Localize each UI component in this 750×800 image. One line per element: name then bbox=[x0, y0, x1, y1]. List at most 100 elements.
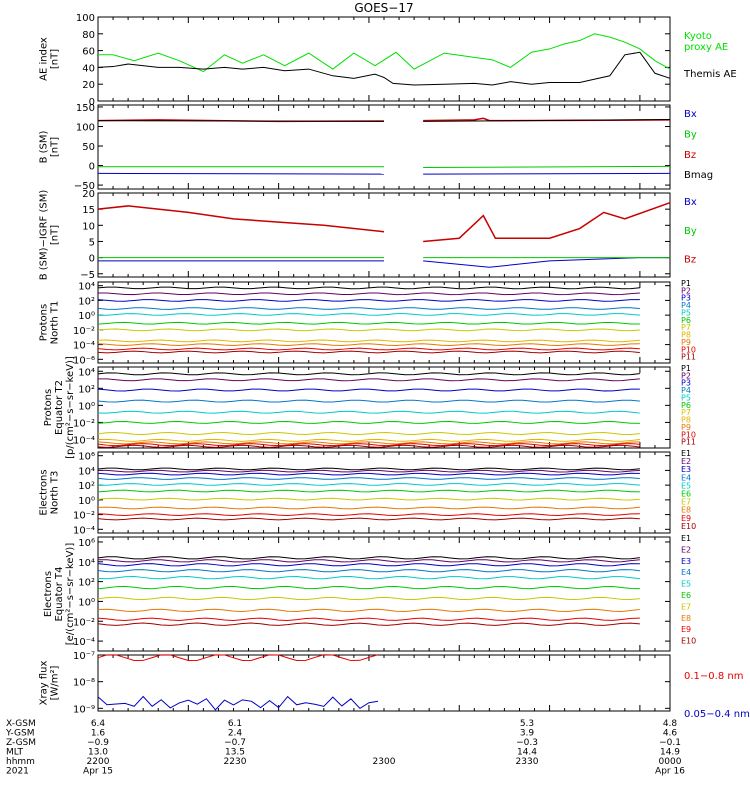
legend-entry: E10 bbox=[681, 522, 696, 531]
series-0-1-0-8-nm bbox=[97, 654, 379, 662]
series-line bbox=[97, 441, 640, 445]
legend-entry: E3 bbox=[681, 465, 691, 474]
series-bz bbox=[97, 201, 671, 243]
series-e10 bbox=[97, 517, 640, 521]
series-line bbox=[97, 506, 640, 510]
series-line bbox=[97, 467, 640, 471]
legend-entry: E1 bbox=[681, 449, 691, 458]
series-line bbox=[97, 321, 640, 325]
series-p7 bbox=[97, 328, 640, 332]
y-tick-label: 0 bbox=[89, 254, 95, 265]
y-axis-label: B (SM)−IGRF (SM) bbox=[39, 190, 50, 281]
y-tick-label: 100 bbox=[76, 13, 95, 24]
y-tick-label: 10⁻⁷ bbox=[73, 651, 95, 662]
orbit-value: 6.4 bbox=[91, 719, 106, 729]
series-p1 bbox=[97, 372, 640, 376]
panel-7: Electrons Equator T4 [e/(cm²−s−sr−keV)] 10⁶… bbox=[43, 534, 696, 652]
series-line bbox=[97, 556, 640, 560]
legend-entry: P4 bbox=[681, 386, 691, 395]
legend-entry: E4 bbox=[681, 568, 691, 577]
panel-frame bbox=[97, 104, 671, 190]
series-e8 bbox=[97, 608, 640, 613]
legend-entry: P4 bbox=[681, 301, 691, 310]
orbit-value: 2300 bbox=[373, 757, 396, 767]
y-axis-label: [nT] bbox=[50, 49, 61, 69]
y-tick-label: 10⁻⁴ bbox=[73, 435, 95, 446]
y-tick-label: 15 bbox=[82, 205, 95, 216]
panel-8: Xray flux [W/m²] 10⁻⁷ 10⁻⁸ 10⁻⁹ 0.1−0.8 nm 0.0… bbox=[39, 651, 750, 720]
y-axis-label: [nT] bbox=[50, 225, 61, 245]
orbit-value: −0.1 bbox=[659, 738, 681, 748]
series-line bbox=[423, 118, 671, 122]
series-line bbox=[97, 292, 640, 296]
series-p5 bbox=[97, 410, 640, 414]
y-tick-label: 40 bbox=[82, 63, 95, 74]
series-line bbox=[423, 172, 671, 175]
series-line bbox=[97, 563, 640, 567]
series-e5 bbox=[97, 576, 640, 580]
panel-frame bbox=[97, 654, 671, 712]
series-line bbox=[97, 172, 385, 175]
y-tick-label: −5 bbox=[80, 270, 95, 281]
legend-entry: E8 bbox=[681, 614, 691, 623]
series-line bbox=[97, 432, 640, 435]
y-axis-label: Protons bbox=[43, 389, 54, 426]
legend-entry: By bbox=[684, 226, 697, 237]
series-line bbox=[97, 307, 640, 310]
series-line bbox=[97, 443, 640, 447]
series-bx bbox=[97, 172, 671, 175]
series-e10 bbox=[97, 622, 640, 626]
orbit-row-label: MLT bbox=[6, 748, 24, 758]
panel-2: B (SM) [nT] 150 100 50 0 −50 Bx By Bz Bmag bbox=[39, 103, 714, 192]
legend-entry: Bz bbox=[684, 255, 696, 266]
legend-entry: E5 bbox=[681, 481, 691, 490]
series-themis-ae bbox=[97, 51, 671, 86]
series-line bbox=[97, 299, 640, 302]
orbit-value: 3.9 bbox=[520, 729, 535, 739]
legend-entry: E6 bbox=[681, 591, 691, 600]
orbit-value: Apr 16 bbox=[655, 767, 685, 777]
series-e3 bbox=[97, 563, 640, 567]
y-tick-label: 0 bbox=[89, 162, 95, 173]
series-e4 bbox=[97, 477, 640, 480]
legend-entry: P11 bbox=[681, 353, 696, 362]
series-line bbox=[97, 513, 640, 516]
series-line bbox=[97, 378, 640, 382]
legend-entry: P1 bbox=[681, 279, 691, 288]
series-line bbox=[97, 569, 640, 573]
orbit-row-label: X-GSM bbox=[6, 719, 36, 729]
legend-entry: Bx bbox=[684, 109, 697, 120]
panel-frame bbox=[97, 536, 671, 652]
figure-title: GOES−17 bbox=[354, 1, 413, 15]
series-p5 bbox=[97, 313, 640, 316]
series-p9 bbox=[97, 441, 640, 445]
y-tick-label: 150 bbox=[76, 103, 95, 114]
y-tick-label: 20 bbox=[82, 80, 95, 91]
legend-entry: Themis AE bbox=[683, 69, 737, 80]
orbit-row-label: Z-GSM bbox=[6, 738, 36, 748]
y-axis-label: Xray flux bbox=[39, 661, 50, 706]
panel-5: Protons Equator T2 [p/(cm²−s−sr−keV)] 10⁴10… bbox=[43, 356, 696, 459]
series-e9 bbox=[97, 617, 640, 621]
series-line bbox=[97, 469, 640, 473]
series-e2 bbox=[97, 559, 640, 563]
series-bx bbox=[98, 257, 670, 268]
y-tick-label: −50 bbox=[74, 181, 95, 192]
legend-entry: P8 bbox=[681, 416, 691, 425]
series-e1 bbox=[97, 467, 640, 471]
y-tick-label: 10² bbox=[78, 481, 95, 492]
y-tick-label: 80 bbox=[82, 30, 95, 41]
series-line bbox=[97, 388, 640, 392]
series-p10 bbox=[97, 443, 640, 447]
series-line bbox=[97, 350, 640, 354]
y-tick-label: 10 bbox=[82, 221, 95, 232]
y-axis-label: B (SM) bbox=[39, 130, 50, 163]
y-axis-label: Protons bbox=[39, 304, 50, 341]
series-kyoto-proxy-ae bbox=[98, 33, 671, 73]
y-tick-label: 60 bbox=[82, 47, 95, 58]
series-by bbox=[98, 165, 671, 169]
series-line bbox=[423, 165, 671, 169]
series-line bbox=[97, 410, 640, 414]
legend-entry: Bz bbox=[684, 150, 696, 161]
y-tick-label: 10⁻² bbox=[73, 418, 95, 429]
